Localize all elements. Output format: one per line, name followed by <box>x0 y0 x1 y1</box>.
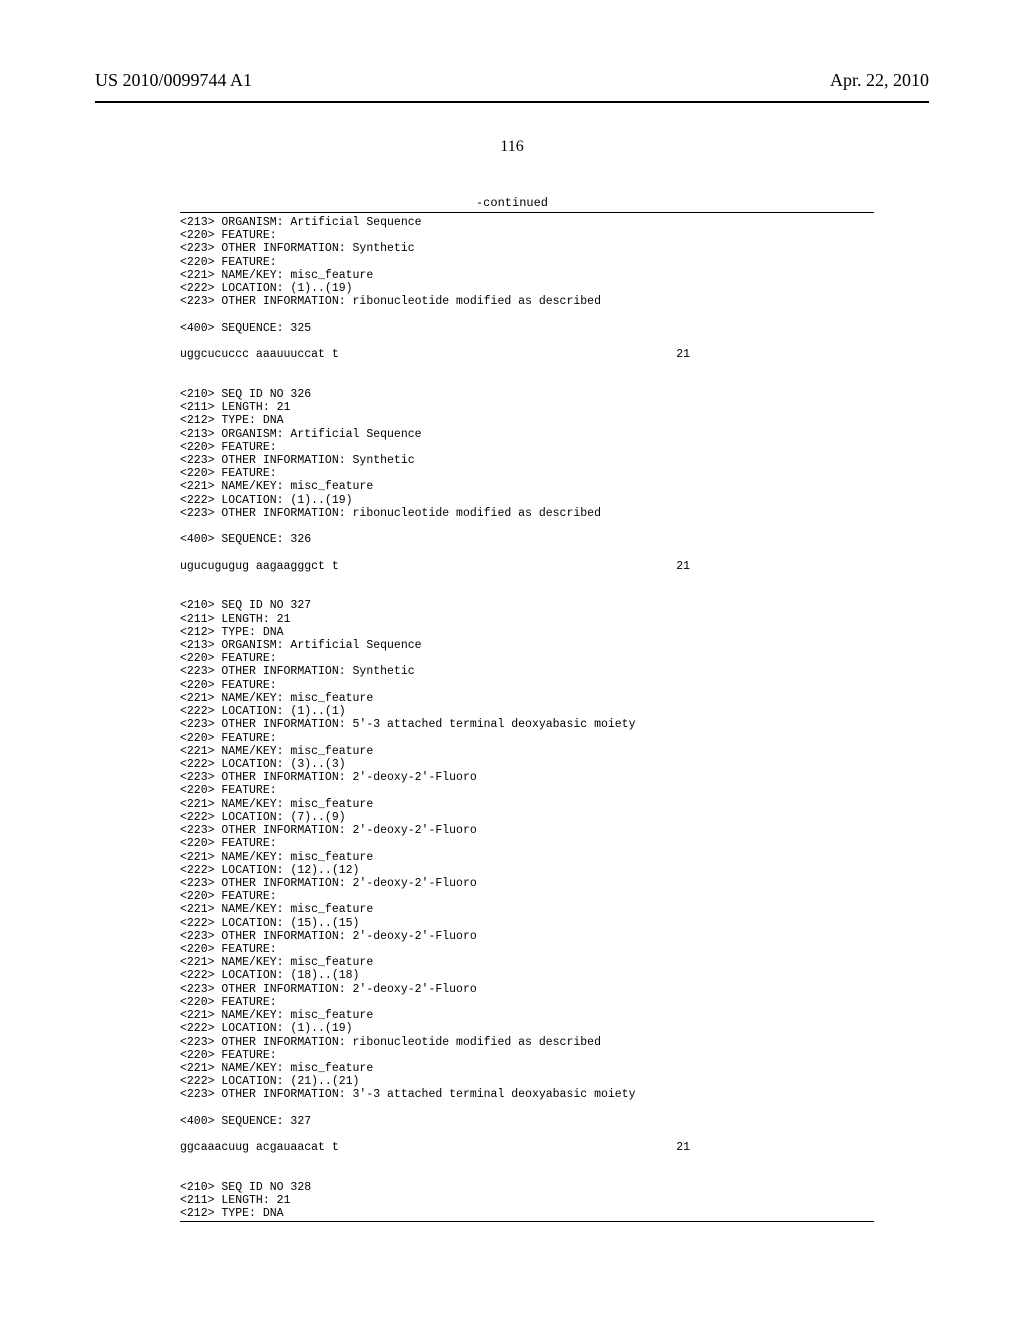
sequence-text: ugucugugug aagaagggct t <box>180 560 339 573</box>
sequence-line: ggcaaacuug acgauaacat t 21 <box>180 1141 690 1154</box>
continued-label: -continued <box>0 196 1024 210</box>
page-header: US 2010/0099744 A1 Apr. 22, 2010 <box>0 0 1024 101</box>
sequence-line: ugucugugug aagaagggct t 21 <box>180 560 690 573</box>
sequence-listing: <213> ORGANISM: Artificial Sequence <220… <box>0 213 1024 1221</box>
content-bottom-rule <box>180 1221 874 1222</box>
header-rule <box>95 101 929 103</box>
sequence-text: uggcucuccc aaauuuccat t <box>180 348 339 361</box>
document-number: US 2010/0099744 A1 <box>95 70 252 91</box>
page-number: 116 <box>0 138 1024 156</box>
sequence-length: 21 <box>676 348 690 361</box>
document-date: Apr. 22, 2010 <box>830 70 929 91</box>
sequence-length: 21 <box>676 560 690 573</box>
sequence-line: uggcucuccc aaauuuccat t 21 <box>180 348 690 361</box>
sequence-text: ggcaaacuug acgauaacat t <box>180 1141 339 1154</box>
sequence-length: 21 <box>676 1141 690 1154</box>
